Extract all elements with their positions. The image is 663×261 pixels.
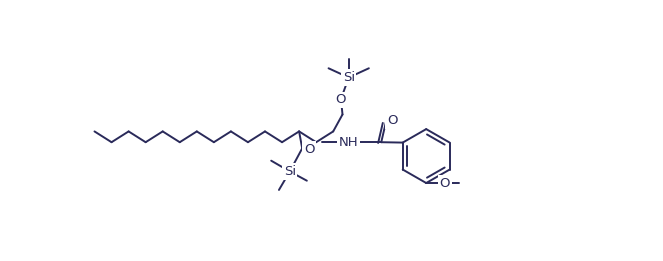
Text: O: O [440, 176, 450, 189]
Text: O: O [387, 114, 397, 127]
Text: O: O [335, 93, 346, 106]
Text: NH: NH [339, 136, 359, 149]
Text: O: O [304, 143, 314, 156]
Text: Si: Si [343, 71, 355, 84]
Text: Si: Si [284, 165, 296, 178]
